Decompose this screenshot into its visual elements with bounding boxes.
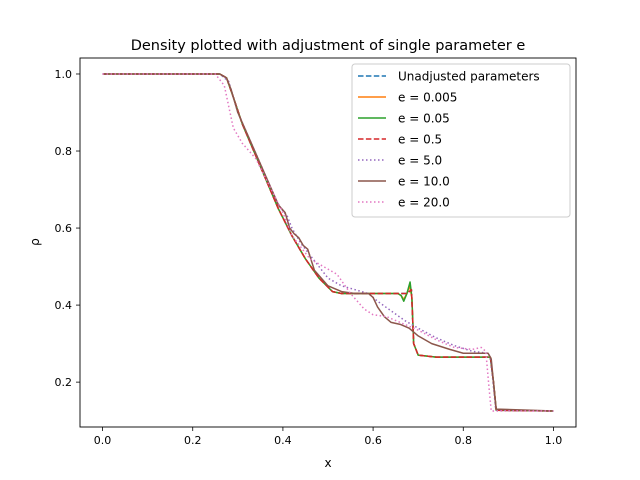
x-axis-ticks: 0.0 0.2 0.4 0.6 0.8 1.0	[94, 427, 562, 447]
legend-box	[351, 63, 571, 218]
series-line-e-10-0	[102, 73, 554, 412]
x-tick-label: 0.0	[94, 434, 112, 447]
y-tick-label: 0.6	[55, 222, 73, 235]
series-line-e-0-5	[102, 73, 554, 412]
x-tick-label: 0.8	[455, 434, 473, 447]
y-tick-label: 0.8	[55, 145, 73, 158]
y-tick-label: 0.4	[55, 299, 73, 312]
legend-label: Unadjusted parameters	[398, 70, 540, 84]
x-tick-label: 0.2	[184, 434, 202, 447]
legend: Unadjusted parameters e = 0.005 e = 0.05 e …	[351, 63, 571, 218]
y-tick-label: 1.0	[55, 68, 73, 81]
legend-label: e = 0.05	[398, 112, 450, 126]
legend-label: e = 20.0	[398, 196, 450, 210]
plot-lines	[102, 73, 554, 412]
y-tick-label: 0.2	[55, 376, 73, 389]
plot-frame	[79, 57, 577, 428]
x-tick-label: 0.4	[274, 434, 292, 447]
x-axis-label: x	[324, 456, 331, 470]
legend-label: e = 0.5	[398, 133, 442, 147]
legend-label: e = 0.005	[398, 91, 457, 105]
y-axis-label: ρ	[28, 238, 42, 246]
legend-label: e = 10.0	[398, 175, 450, 189]
x-tick-label: 0.6	[364, 434, 382, 447]
x-tick-label: 1.0	[545, 434, 563, 447]
legend-label: e = 5.0	[398, 154, 442, 168]
chart-title: Density plotted with adjustment of singl…	[131, 38, 526, 54]
y-axis-ticks: 0.2 0.4 0.6 0.8 1.0	[55, 68, 80, 389]
